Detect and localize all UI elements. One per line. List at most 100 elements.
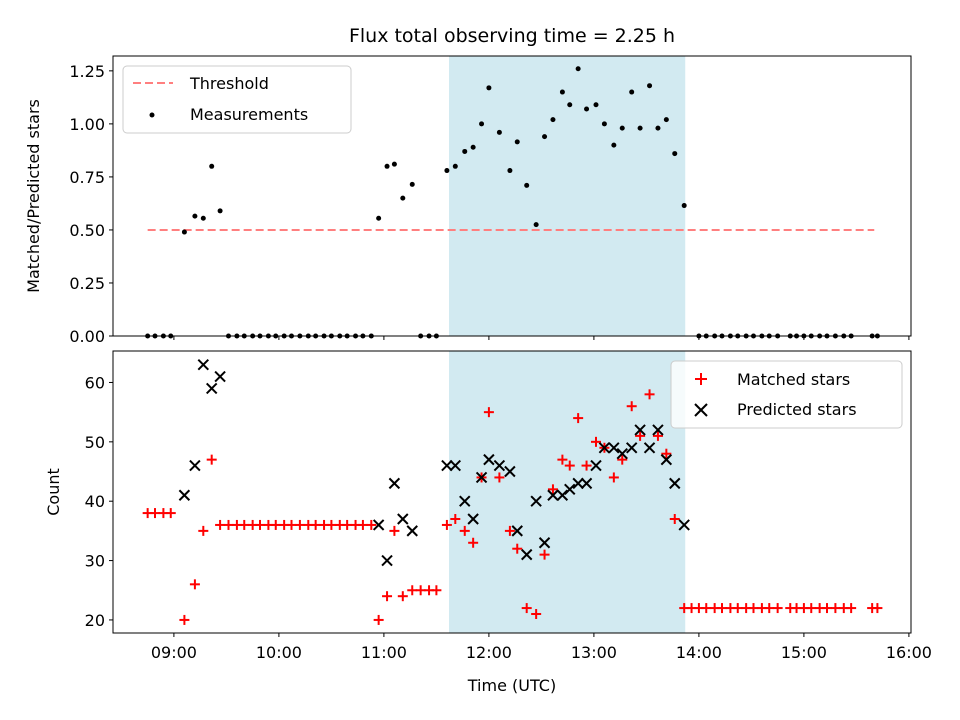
measurement-point: [584, 106, 590, 112]
matched-star-point: [286, 519, 297, 530]
matched-star-point: [415, 585, 426, 596]
matched-star-point: [557, 454, 568, 465]
matched-star-point: [441, 519, 452, 530]
predicted-star-point: [388, 477, 401, 490]
predicted-star-stroke: [475, 471, 488, 484]
measurement-point: [550, 117, 556, 123]
matched-star-point: [830, 603, 841, 614]
predicted-star-point: [406, 525, 418, 537]
matched-star-point: [635, 430, 646, 441]
predicted-star-stroke: [625, 442, 638, 454]
predicted-star-point: [189, 459, 201, 472]
matched-star-point: [397, 591, 408, 602]
matched-star-point: [431, 585, 442, 596]
matched-star-point: [189, 579, 200, 590]
matched-star-point: [806, 603, 817, 614]
matched-star-point: [732, 603, 743, 614]
matched-star-point: [366, 519, 377, 530]
matched-star-point: [626, 401, 637, 412]
matched-star-point: [165, 508, 176, 519]
legend-predicted-label: Predicted stars: [737, 400, 857, 419]
bottom-legend: Matched stars Predicted stars: [670, 360, 903, 429]
matched-star-point: [450, 514, 461, 525]
predicted-star-stroke: [483, 453, 495, 466]
measurement-point: [533, 222, 539, 228]
bottom-marks: [142, 358, 883, 625]
measurement-point: [209, 163, 215, 169]
matched-star-point: [504, 525, 515, 536]
measurement-point: [681, 203, 687, 209]
predicted-star-stroke: [616, 448, 628, 460]
matched-star-point: [701, 603, 712, 614]
matched-star-point: [382, 591, 393, 602]
predicted-star-point: [538, 537, 551, 549]
y-tick-label: 0.25: [69, 274, 105, 293]
y-tick-label: 20: [85, 611, 105, 630]
matched-star-point: [608, 472, 619, 483]
matched-star-point: [239, 519, 250, 530]
top-legend: Threshold Measurements: [122, 65, 352, 134]
measurement-point: [663, 117, 669, 123]
bottom-y-ticks: 20 30 40 50 60: [85, 373, 113, 630]
matched-star-point: [652, 430, 663, 441]
measurement-point: [655, 125, 661, 131]
predicted-star-stroke: [459, 495, 471, 507]
legend-predicted-swatch: [694, 403, 708, 417]
predicted-star-point: [197, 358, 210, 371]
predicted-star-point: [643, 442, 656, 454]
legend-measurements-swatch: [149, 112, 155, 118]
measurement-point: [514, 139, 520, 145]
predicted-star-stroke: [504, 465, 516, 478]
x-tick-label: 09:00: [151, 643, 197, 662]
matched-star-point: [494, 472, 505, 483]
matched-star-point: [512, 543, 523, 554]
predicted-star-point: [449, 459, 462, 472]
predicted-star-stroke: [372, 519, 385, 531]
measurement-point: [647, 83, 653, 89]
predicted-star-point: [564, 483, 576, 496]
predicted-star-stroke: [520, 548, 533, 561]
x-tick-label: 14:00: [676, 643, 722, 662]
predicted-star-stroke: [381, 554, 393, 567]
top-x-ticks: [173, 336, 910, 340]
matched-star-point: [717, 603, 727, 614]
predicted-star-stroke: [493, 459, 506, 472]
predicted-star-point: [493, 459, 506, 472]
matched-star-point: [539, 549, 550, 560]
predicted-star-point: [381, 554, 393, 567]
matched-star-point: [644, 389, 655, 400]
bottom-panel: 09:00 10:00 11:00 12:00 13:00 14:00 15:00 16:00…: [44, 350, 932, 695]
y-tick-label: 30: [85, 552, 105, 571]
predicted-star-point: [205, 382, 218, 395]
matched-star-point: [564, 460, 575, 471]
x-tick-label: 10:00: [256, 643, 302, 662]
measurement-point: [611, 142, 617, 148]
predicted-star-point: [459, 495, 471, 507]
x-axis-label: Time (UTC): [467, 676, 556, 695]
predicted-star-stroke: [660, 453, 673, 466]
predicted-star-point: [372, 519, 385, 531]
predicted-star-point: [598, 442, 611, 454]
matched-star-point: [373, 614, 384, 625]
measurement-point: [479, 121, 485, 127]
matched-star-point: [294, 519, 305, 530]
predicted-star-stroke: [652, 424, 664, 436]
predicted-star-stroke: [467, 513, 479, 525]
matched-star-point: [223, 519, 234, 530]
predicted-star-stroke: [449, 459, 462, 472]
predicted-star-point: [441, 459, 453, 472]
predicted-star-point: [625, 442, 638, 454]
predicted-star-stroke: [178, 489, 191, 501]
predicted-star-point: [547, 489, 559, 501]
bottom-legend-box: [670, 360, 903, 429]
predicted-star-stroke: [441, 459, 453, 472]
predicted-star-stroke: [572, 477, 584, 490]
x-tick-label: 16:00: [886, 643, 932, 662]
predicted-star-stroke: [590, 459, 602, 472]
predicted-star-stroke: [669, 477, 681, 490]
matched-star-point: [483, 407, 494, 418]
predicted-star-point: [608, 442, 620, 454]
matched-star-point: [591, 436, 601, 447]
measurement-point: [637, 125, 643, 131]
